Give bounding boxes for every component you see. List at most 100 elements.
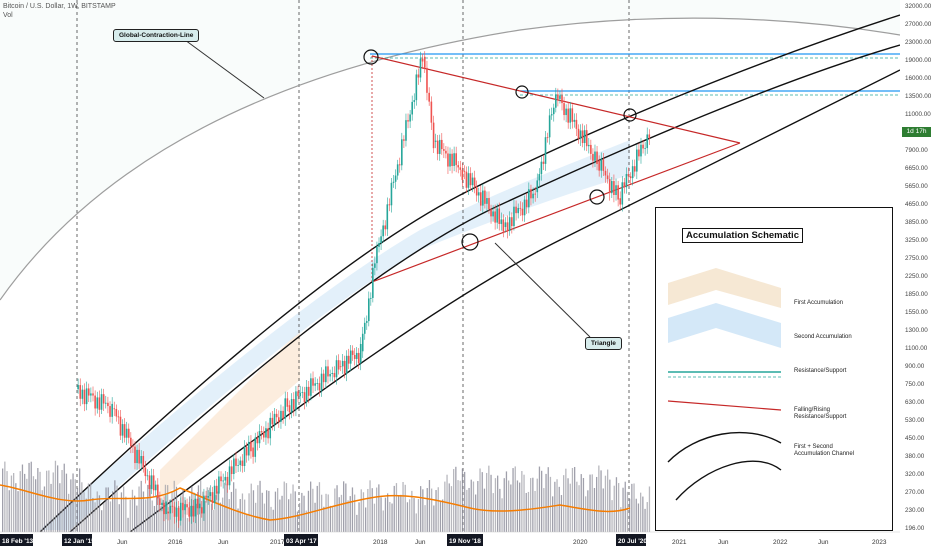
volume-bar	[2, 468, 4, 532]
volume-bar	[450, 486, 453, 532]
volume-bar	[508, 480, 510, 532]
candle-body	[365, 321, 368, 323]
volume-bar	[400, 494, 402, 532]
time-tick-label: 2022	[773, 539, 788, 546]
candle-body	[457, 165, 460, 168]
volume-bar	[477, 481, 479, 532]
volume-bar	[290, 493, 292, 532]
candle-body	[361, 333, 364, 352]
volume-bar	[98, 495, 101, 532]
volume-bar	[17, 491, 19, 532]
price-candles	[77, 51, 651, 528]
accumulation-legend: Accumulation Schematic First Accumulatio…	[655, 207, 893, 531]
volume-bar	[395, 483, 398, 532]
candle-body	[299, 392, 301, 397]
candle-body	[396, 164, 399, 176]
price-tick-label: 6650.00	[905, 165, 928, 172]
candle-body	[407, 120, 409, 122]
price-tick-label: 450.00	[905, 435, 925, 442]
volume-bar	[470, 479, 472, 532]
price-tick-label: 2250.00	[905, 273, 928, 280]
candle-body	[490, 209, 492, 217]
volume-bar	[206, 487, 208, 532]
candle-body	[273, 413, 276, 425]
volume-bar	[642, 496, 644, 532]
volume-bar	[272, 509, 274, 532]
price-axis[interactable]	[900, 0, 932, 532]
volume-bar	[213, 509, 215, 532]
volume-bar	[28, 462, 30, 532]
volume-bar	[50, 483, 52, 532]
volume-bar	[52, 472, 54, 532]
price-tick-label: 196.00	[905, 525, 925, 532]
triangle-callout[interactable]: Triangle	[585, 337, 622, 350]
candle-body	[409, 114, 411, 122]
volume-bar	[323, 506, 325, 532]
candle-body	[640, 144, 642, 157]
candle-body	[142, 456, 145, 468]
volume-bar	[30, 461, 32, 532]
candle-body	[121, 424, 124, 436]
candle-body	[517, 207, 520, 214]
time-tick-label: 2020	[573, 539, 588, 546]
volume-bar	[120, 492, 123, 532]
chart-title: Bitcoin / U.S. Dollar, 1W, BITSTAMP	[3, 3, 116, 10]
candle-body	[604, 170, 607, 176]
candle-body	[140, 456, 143, 464]
candle-body	[345, 355, 348, 374]
contraction-callout-pointer	[184, 39, 265, 99]
candle-body	[552, 107, 555, 115]
candle-body	[557, 94, 559, 99]
candle-body	[398, 164, 401, 166]
volume-bar	[92, 497, 94, 532]
candle-body	[532, 193, 534, 199]
candle-body	[96, 397, 99, 409]
candle-body	[157, 484, 159, 499]
volume-bar	[96, 491, 98, 532]
candle-body	[636, 149, 638, 172]
candle-body	[353, 354, 356, 359]
volume-bar	[609, 479, 611, 532]
candle-body	[555, 94, 557, 108]
volume-bar	[332, 506, 334, 532]
candle-body	[305, 386, 308, 403]
volume-bar	[129, 499, 131, 532]
candle-body	[374, 263, 376, 268]
volume-bar	[48, 470, 50, 532]
candle-body	[569, 108, 572, 123]
candle-body	[98, 397, 101, 410]
volume-bar	[424, 505, 426, 532]
volume-bar	[567, 478, 569, 532]
candle-body	[615, 185, 617, 195]
candle-body	[150, 475, 153, 489]
volume-bar	[292, 484, 294, 532]
volume-bar	[345, 483, 347, 532]
volume-bar	[626, 491, 629, 532]
volume-bar	[554, 481, 556, 532]
volume-bar	[26, 478, 28, 532]
candle-body	[196, 498, 199, 509]
volume-bar	[125, 496, 127, 532]
candle-body	[540, 161, 543, 175]
price-tick-label: 2750.00	[905, 255, 928, 262]
time-marker-label: 03 Apr '17	[286, 538, 317, 545]
pivot-circles	[363, 49, 637, 251]
price-tick-label: 630.00	[905, 399, 925, 406]
candle-body	[600, 159, 603, 171]
volume-bar	[329, 505, 332, 532]
volume-bar	[519, 482, 521, 532]
candle-body	[401, 139, 403, 166]
candle-body	[550, 114, 553, 116]
candle-body	[585, 130, 588, 147]
contraction-callout[interactable]: Global-Contraction-Line	[113, 29, 200, 42]
candle-body	[355, 352, 358, 359]
candle-body	[494, 211, 496, 223]
volume-bar	[523, 474, 525, 532]
candle-body	[631, 166, 634, 179]
volume-bar	[494, 478, 497, 532]
volume-bar	[406, 502, 409, 532]
candle-body	[461, 169, 464, 180]
candle-body	[119, 416, 122, 436]
volume-bar	[646, 502, 648, 532]
candle-body	[171, 505, 174, 507]
